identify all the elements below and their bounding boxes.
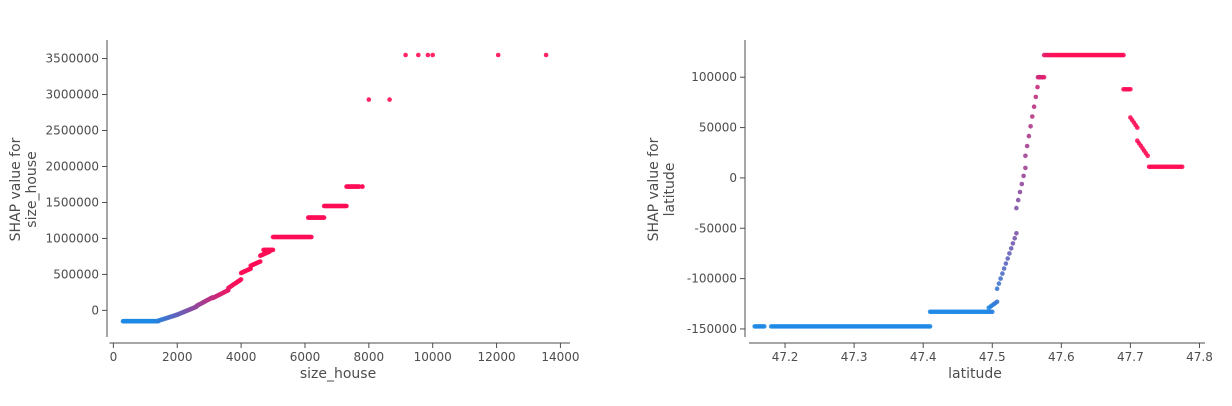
latitude-dependence-plot: 47.2 47.3 47.4 47.5 47.6 47.7 47.8 -150000 -1000… [646,40,1213,382]
scatter-point [430,52,436,58]
scatter-point [258,259,263,264]
scatter-point [309,234,314,240]
scatter-point [1033,94,1039,100]
scatter-point [1026,133,1032,139]
scatter-point [1121,52,1126,58]
size-house-dependence-plot: 0 2000 4000 6000 8000 10000 12000 14000 0 500000 1… [8,40,580,382]
x-tick-label: 10000 [414,350,452,364]
scatter-point [1021,173,1026,179]
y-axis-label: latitude [662,163,678,217]
x-tick-label: 12000 [477,350,515,364]
x-tick-label: 14000 [541,350,579,364]
scatter-point [425,52,431,58]
y-tick-label: -100000 [687,272,737,286]
scatter-point [238,277,244,282]
x-tick-label: 47.5 [979,350,1006,364]
y-tick-label: 50000 [699,121,737,135]
x-axis-label: size_house [300,366,376,382]
scatter-point [1035,84,1040,90]
y-axis-label: size_house [24,151,40,227]
scatter-point [1010,241,1016,246]
x-axis-label: latitude [948,366,1002,382]
y-tick-label: 1500000 [46,195,99,209]
scatter-point [1145,153,1150,159]
x-tick-label: 47.4 [910,350,937,364]
x-tick-label: 47.8 [1186,350,1213,364]
x-tick-label: 47.6 [1048,350,1075,364]
y-axis-label: SHAP value for [646,137,662,241]
y-tick-label: -150000 [687,322,737,336]
scatter-point [1003,261,1009,266]
scatter-point [1135,125,1140,130]
x-tick-label: 6000 [290,350,321,364]
scatter-point [1017,189,1023,195]
scatter-point [403,52,408,58]
scatter-point [1008,246,1014,251]
y-tick-label: 1000000 [46,231,99,245]
scatter-point [387,97,392,102]
y-tick-label: 0 [729,171,737,185]
scatter-point [1028,124,1033,129]
scatter-point [998,276,1003,281]
scatter-point [1000,271,1005,276]
x-tick-label: 47.2 [772,350,799,364]
scatter-point [1007,251,1012,256]
y-tick-label: 2500000 [46,124,99,138]
scatter-point [1128,87,1133,92]
scatter-point [994,299,1000,305]
scatter-point [1014,231,1019,236]
scatter-point [1019,181,1025,187]
x-tick-label: 2000 [162,350,193,364]
scatter-point [1023,153,1028,159]
scatter-point [416,52,421,58]
y-tick-label: 100000 [691,70,737,84]
x-tick-label: 0 [110,350,118,364]
y-tick-label: 0 [91,303,99,317]
scatter-point [1015,197,1021,203]
y-tick-label: 500000 [53,267,99,281]
y-axis-label: SHAP value for [8,137,24,241]
scatter-point [321,215,327,220]
scatter-point [543,52,549,58]
scatter-point [1041,74,1047,80]
scatter-point [344,203,349,209]
scatter-point [996,281,1002,286]
scatter-point [366,97,372,102]
scatter-point [1024,143,1030,149]
scatter-point [1179,164,1185,170]
y-tick-label: 3500000 [46,52,99,66]
scatter-point [1014,205,1019,211]
scatter-point [994,286,1000,292]
scatter-point [1001,266,1007,271]
x-tick-label: 47.7 [1117,350,1144,364]
y-tick-label: -50000 [694,221,737,235]
scatter-point [1012,236,1017,241]
scatter-point [495,52,501,58]
scatter-point [1031,104,1037,109]
scatter-point [1030,114,1035,119]
scatter-point [762,324,767,329]
scatter-point [927,324,933,329]
y-tick-label: 2000000 [46,159,99,173]
scatter-point [1005,256,1010,261]
scatter-point [990,309,995,315]
scatter-point [1023,165,1028,171]
x-tick-label: 47.3 [841,350,868,364]
scatter-point [360,184,365,189]
y-tick-label: 3000000 [46,88,99,102]
x-tick-label: 8000 [354,350,385,364]
x-tick-label: 4000 [226,350,257,364]
scatter-point [270,247,276,253]
